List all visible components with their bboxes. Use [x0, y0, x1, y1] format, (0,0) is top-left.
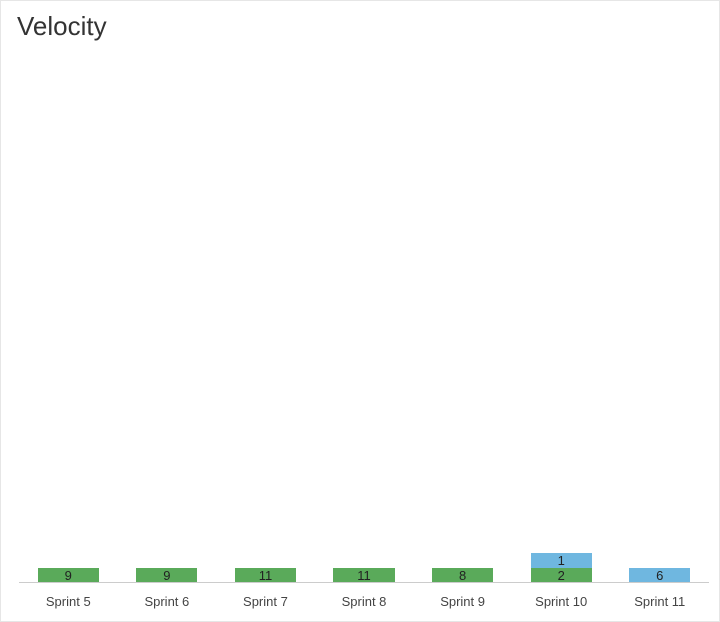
- bar-segment-completed: 9: [136, 568, 197, 583]
- bar-slot: 8: [413, 63, 512, 583]
- bar-slot: 12: [512, 63, 611, 583]
- x-axis-label: Sprint 8: [315, 594, 414, 609]
- bar-segment-completed: 9: [38, 568, 99, 583]
- bar-stack: 8: [432, 568, 493, 583]
- chart-title: Velocity: [17, 11, 107, 42]
- bar-stack: 12: [531, 553, 592, 583]
- bar-segment-planned: 6: [629, 568, 690, 583]
- bar-slot: 9: [19, 63, 118, 583]
- bar-slot: 6: [610, 63, 709, 583]
- velocity-chart: Velocity 9911118126 Sprint 5Sprint 6Spri…: [0, 0, 720, 622]
- bar-stack: 6: [629, 568, 690, 583]
- x-axis-label: Sprint 9: [413, 594, 512, 609]
- chart-baseline: [19, 582, 709, 583]
- bar-slot: 11: [315, 63, 414, 583]
- x-axis-label: Sprint 10: [512, 594, 611, 609]
- x-axis-label: Sprint 5: [19, 594, 118, 609]
- x-axis-label: Sprint 7: [216, 594, 315, 609]
- bar-stack: 9: [136, 568, 197, 583]
- bar-segment-completed: 2: [531, 568, 592, 583]
- chart-x-axis: Sprint 5Sprint 6Sprint 7Sprint 8Sprint 9…: [19, 594, 709, 609]
- bar-segment-planned: 1: [531, 553, 592, 568]
- chart-bars: 9 9 11 11 8 12 6: [19, 63, 709, 583]
- bar-segment-completed: 8: [432, 568, 493, 583]
- bar-stack: 11: [235, 568, 296, 583]
- x-axis-label: Sprint 11: [610, 594, 709, 609]
- bar-stack: 11: [333, 568, 394, 583]
- bar-segment-completed: 11: [235, 568, 296, 583]
- x-axis-label: Sprint 6: [118, 594, 217, 609]
- bar-slot: 11: [216, 63, 315, 583]
- bar-segment-completed: 11: [333, 568, 394, 583]
- bar-stack: 9: [38, 568, 99, 583]
- bar-slot: 9: [118, 63, 217, 583]
- chart-plot-area: 9 9 11 11 8 12 6: [19, 63, 709, 583]
